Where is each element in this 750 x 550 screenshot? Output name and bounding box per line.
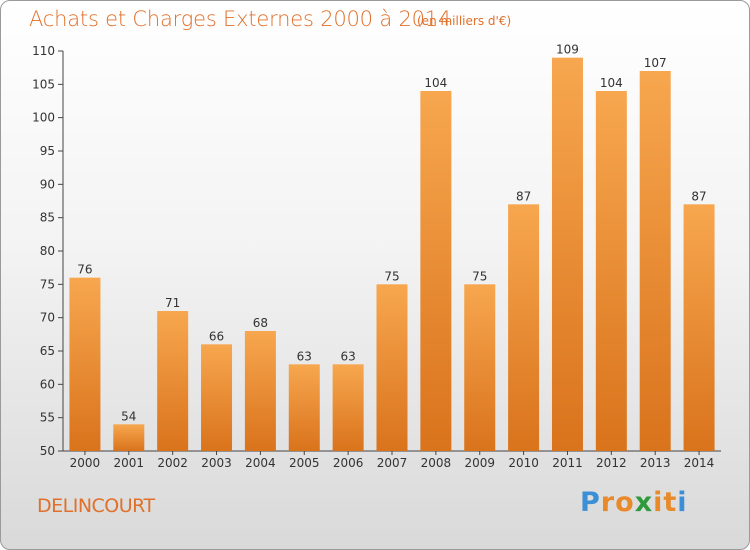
bar xyxy=(683,204,715,451)
y-tick-label: 110 xyxy=(32,44,55,58)
data-label: 68 xyxy=(253,316,268,330)
bar xyxy=(508,204,540,451)
data-label: 109 xyxy=(556,43,579,57)
data-label: 107 xyxy=(644,56,667,70)
bar xyxy=(420,91,452,451)
bar xyxy=(244,331,276,451)
x-tick-label: 2003 xyxy=(201,456,232,470)
x-tick-label: 2014 xyxy=(684,456,715,470)
brand-letter: o xyxy=(615,487,635,518)
brand-logo: Proxiti xyxy=(580,487,688,518)
data-label: 75 xyxy=(472,269,487,283)
chart-title: Achats et Charges Externes 2000 à 2014 xyxy=(29,7,452,31)
x-tick-label: 2002 xyxy=(157,456,188,470)
brand-letter: P xyxy=(580,487,601,518)
brand-letter: r xyxy=(600,487,616,518)
y-tick-label: 60 xyxy=(40,377,55,391)
x-tick-label: 2007 xyxy=(377,456,408,470)
y-tick-label: 95 xyxy=(40,144,55,158)
y-tick-label: 80 xyxy=(40,244,55,258)
place-name: DELINCOURT xyxy=(37,495,155,517)
y-tick-label: 75 xyxy=(40,277,55,291)
x-tick-label: 2013 xyxy=(640,456,671,470)
bar xyxy=(551,57,583,452)
bar xyxy=(464,284,496,451)
brand-letter: i xyxy=(653,487,664,518)
data-label: 76 xyxy=(77,263,92,277)
data-label: 54 xyxy=(121,409,136,423)
data-label: 63 xyxy=(340,349,355,363)
bar xyxy=(157,311,189,451)
data-label: 87 xyxy=(516,189,531,203)
y-tick-label: 65 xyxy=(40,344,55,358)
x-tick-label: 2009 xyxy=(464,456,495,470)
data-label: 75 xyxy=(384,269,399,283)
y-tick-label: 55 xyxy=(40,411,55,425)
y-tick-label: 70 xyxy=(40,311,55,325)
data-label: 66 xyxy=(209,329,224,343)
bar xyxy=(201,344,233,451)
x-tick-label: 2010 xyxy=(508,456,539,470)
x-tick-label: 2005 xyxy=(289,456,320,470)
y-tick-label: 90 xyxy=(40,177,55,191)
bar xyxy=(332,364,364,451)
data-label: 104 xyxy=(424,76,447,90)
bar xyxy=(595,91,627,451)
x-tick-label: 2011 xyxy=(552,456,583,470)
x-tick-label: 2000 xyxy=(70,456,101,470)
brand-letter: i xyxy=(677,487,688,518)
x-tick-label: 2004 xyxy=(245,456,276,470)
x-tick-label: 2008 xyxy=(421,456,452,470)
y-tick-label: 50 xyxy=(40,444,55,458)
data-label: 71 xyxy=(165,296,180,310)
bar xyxy=(288,364,320,451)
x-tick-label: 2001 xyxy=(114,456,145,470)
data-label: 104 xyxy=(600,76,623,90)
brand-letter: t xyxy=(663,487,678,518)
brand-letter: x xyxy=(634,487,654,518)
y-tick-label: 100 xyxy=(32,111,55,125)
bar xyxy=(376,284,408,451)
bar xyxy=(639,71,671,451)
bar xyxy=(69,277,101,451)
bar xyxy=(113,424,145,451)
y-tick-label: 85 xyxy=(40,211,55,225)
x-tick-label: 2006 xyxy=(333,456,364,470)
x-tick-label: 2012 xyxy=(596,456,627,470)
y-tick-label: 105 xyxy=(32,77,55,91)
chart-subtitle: (en milliers d'€) xyxy=(417,14,512,28)
data-label: 63 xyxy=(297,349,312,363)
data-label: 87 xyxy=(691,189,706,203)
